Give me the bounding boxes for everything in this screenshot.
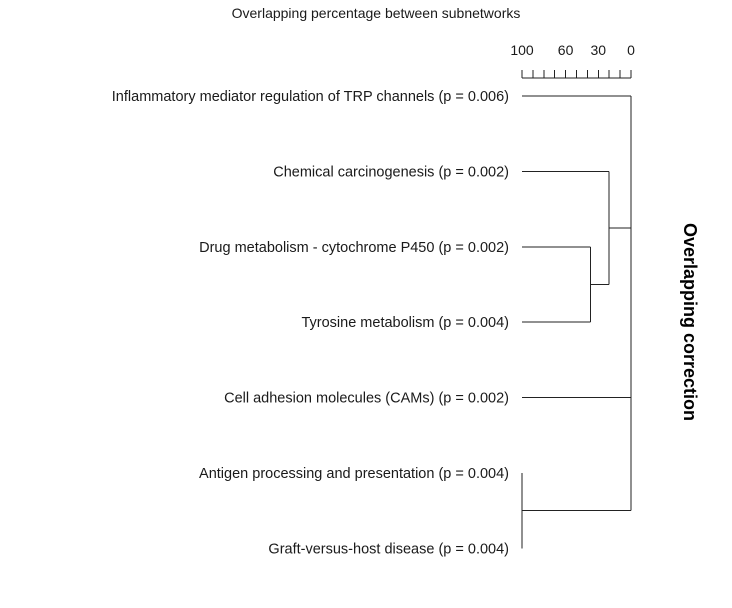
leaf-label: Chemical carcinogenesis (p = 0.002) <box>273 164 509 180</box>
leaf-label: Drug metabolism - cytochrome P450 (p = 0… <box>199 240 509 256</box>
side-axis-label: Overlapping correction <box>680 223 700 421</box>
leaf-label: Antigen processing and presentation (p =… <box>199 466 509 482</box>
dendrogram-tree <box>521 95 632 549</box>
axis-tick-label: 100 <box>510 42 534 58</box>
leaf-label: Inflammatory mediator regulation of TRP … <box>112 89 509 105</box>
axis-tick-label: 60 <box>558 42 574 58</box>
axis-tick-label: 0 <box>627 42 635 58</box>
axis-tick-label: 30 <box>591 42 607 58</box>
top-axis: 100 60 30 0 <box>510 42 635 79</box>
leaf-label: Tyrosine metabolism (p = 0.004) <box>301 315 509 331</box>
leaf-labels: Inflammatory mediator regulation of TRP … <box>112 89 509 557</box>
leaf-label: Cell adhesion molecules (CAMs) (p = 0.00… <box>224 391 509 407</box>
leaf-label: Graft-versus-host disease (p = 0.004) <box>268 541 509 557</box>
chart-title: Overlapping percentage between subnetwor… <box>232 5 521 21</box>
